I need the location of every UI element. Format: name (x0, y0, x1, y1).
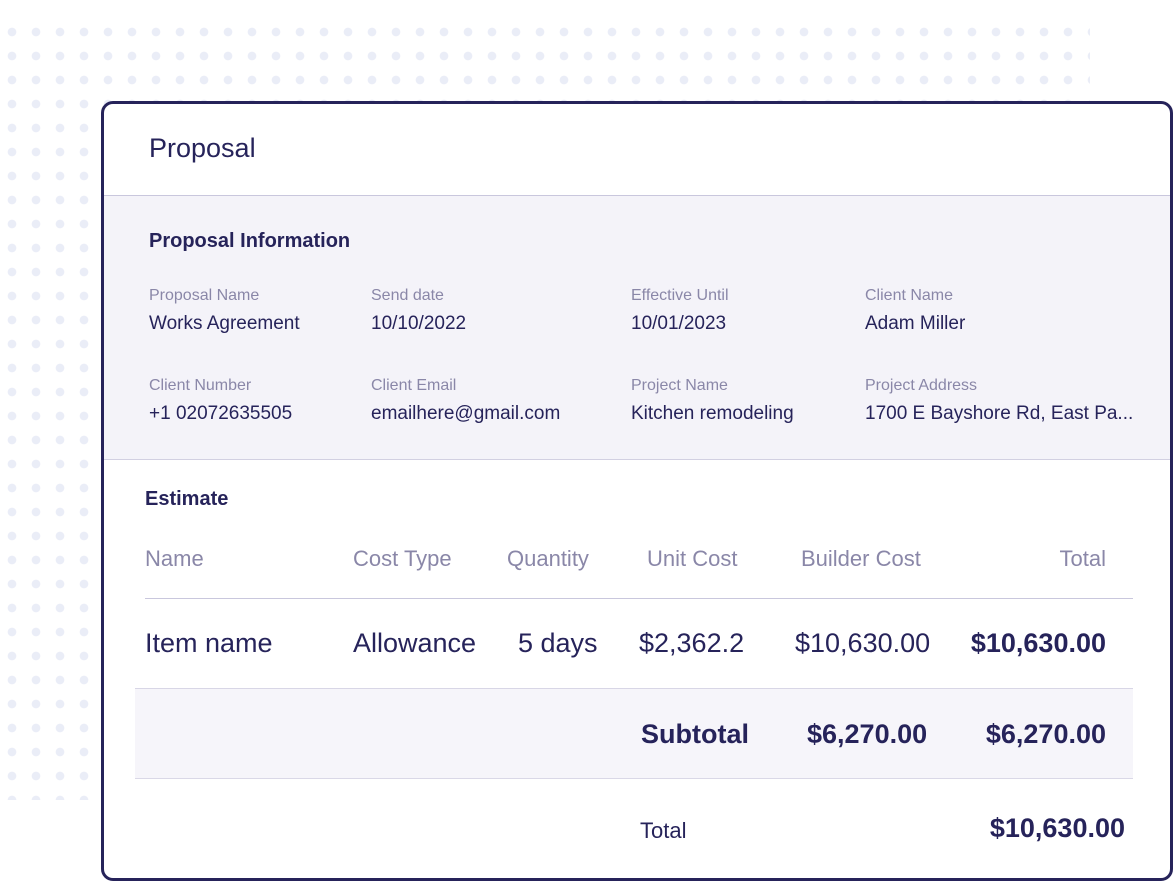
section-title-proposal-information: Proposal Information (149, 230, 351, 252)
grand-total-value: $10,630.00 (989, 813, 1125, 843)
column-header-cost-type: Cost Type (353, 546, 452, 571)
column-header-unit-cost: Unit Cost (647, 546, 738, 571)
field-label: Client Email (371, 377, 457, 394)
estimate-section: Estimate Name Cost Type Quantity Unit Co… (104, 460, 1170, 878)
field-project-address: Project Address 1700 E Bayshore Rd, East… (865, 376, 1133, 426)
field-client-email: Client Email emailhere@gmail.com (371, 376, 560, 426)
cell-cost-type: Allowance (353, 628, 477, 658)
subtotal-label: Subtotal (641, 719, 749, 749)
field-client-number: Client Number +1 02072635505 (149, 376, 292, 426)
header-divider (145, 598, 1133, 599)
field-value: 1700 E Bayshore Rd, East Pa... (865, 403, 1134, 424)
field-proposal-name: Proposal Name Works Agreement (149, 286, 300, 336)
subtotal-row (135, 689, 1133, 779)
column-header-quantity: Quantity (507, 546, 589, 571)
field-value: +1 02072635505 (149, 403, 293, 424)
cell-builder-cost: $10,630.00 (795, 628, 931, 658)
section-title-estimate: Estimate (145, 488, 229, 510)
field-label: Effective Until (631, 287, 729, 304)
field-value: emailhere@gmail.com (371, 403, 561, 424)
cell-quantity: 5 days (518, 628, 598, 658)
field-label: Proposal Name (149, 287, 260, 304)
field-effective-until: Effective Until 10/01/2023 (631, 286, 729, 336)
field-value: Adam Miller (865, 313, 966, 334)
cell-name: Item name (145, 628, 273, 658)
page-title: Proposal (149, 133, 256, 163)
column-header-total: Total (1059, 546, 1106, 571)
proposal-information-section: Proposal Information Proposal Name Works… (104, 196, 1170, 460)
card-header: Proposal (104, 104, 1170, 196)
grand-total-label: Total (640, 818, 687, 843)
subtotal-total: $6,270.00 (985, 719, 1106, 749)
field-label: Project Address (865, 377, 978, 394)
field-label: Project Name (631, 377, 728, 394)
field-client-name: Client Name Adam Miller (865, 286, 965, 336)
field-value: Kitchen remodeling (631, 403, 794, 424)
subtotal-builder-cost: $6,270.00 (807, 719, 928, 749)
proposal-card: Proposal Proposal Information Proposal N… (101, 101, 1173, 881)
cell-total: $10,630.00 (970, 628, 1106, 658)
field-label: Send date (371, 287, 444, 304)
field-value: 10/10/2022 (371, 313, 467, 334)
field-project-name: Project Name Kitchen remodeling (631, 376, 794, 426)
field-value: 10/01/2023 (631, 313, 727, 334)
column-header-builder-cost: Builder Cost (801, 546, 921, 571)
field-label: Client Number (149, 377, 252, 394)
cell-unit-cost: $2,362.2 (639, 628, 745, 658)
field-label: Client Name (865, 287, 954, 304)
column-header-name: Name (145, 546, 204, 571)
field-value: Works Agreement (149, 313, 300, 334)
field-send-date: Send date 10/10/2022 (371, 286, 466, 336)
row-divider (135, 688, 1133, 689)
